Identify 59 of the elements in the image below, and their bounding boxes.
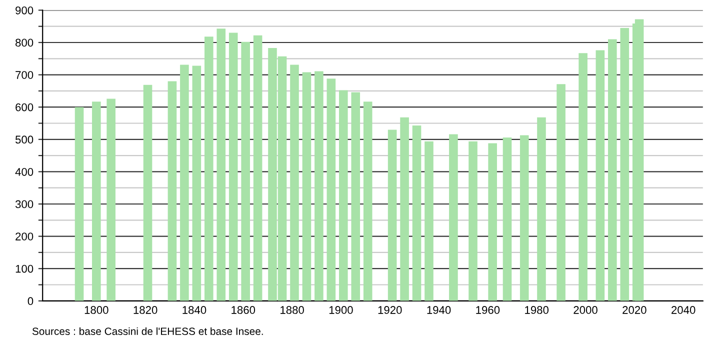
x-tick-label: 2020 xyxy=(622,306,646,314)
bar xyxy=(596,50,605,301)
bar xyxy=(290,64,299,301)
bar xyxy=(106,98,116,301)
x-tick-label: 1960 xyxy=(476,306,500,314)
bar xyxy=(302,72,312,301)
bar xyxy=(449,134,458,301)
bar xyxy=(578,53,588,301)
y-tick-label: 600 xyxy=(16,103,34,112)
bar xyxy=(400,117,409,301)
bar xyxy=(168,81,177,301)
y-tick-label: 800 xyxy=(16,38,34,47)
x-tick-label: 1800 xyxy=(84,306,108,314)
bar xyxy=(228,32,238,301)
bar xyxy=(502,137,512,301)
y-tick-label: 200 xyxy=(16,232,34,240)
bar xyxy=(537,117,546,301)
bar xyxy=(620,28,630,301)
bar xyxy=(216,28,226,301)
x-tick-label: 1940 xyxy=(427,306,451,314)
bar xyxy=(204,36,214,301)
y-tick-label: 0 xyxy=(28,297,34,306)
bar xyxy=(388,130,397,301)
y-tick-label: 900 xyxy=(16,6,34,14)
bar xyxy=(556,84,566,301)
x-tick-label: 1820 xyxy=(134,306,158,314)
x-tick-label: 1980 xyxy=(525,306,549,314)
bar xyxy=(314,71,324,301)
x-tick-label: 1880 xyxy=(280,306,304,314)
bar xyxy=(241,42,250,301)
bar xyxy=(468,141,478,301)
bar xyxy=(326,78,336,301)
x-tick-label: 1840 xyxy=(182,306,206,314)
bar xyxy=(608,39,617,301)
bar xyxy=(339,90,348,301)
bar xyxy=(634,19,644,301)
bar xyxy=(180,64,189,301)
x-tick-label: 1860 xyxy=(232,306,256,314)
x-tick-label: 1920 xyxy=(378,306,402,314)
bar xyxy=(363,102,372,301)
y-tick-label: 400 xyxy=(15,168,34,176)
y-tick-label: 700 xyxy=(16,71,34,79)
x-tick-label: 2000 xyxy=(574,306,598,314)
bar xyxy=(488,143,497,301)
y-tick-label: 300 xyxy=(15,200,34,208)
x-tick-label: 1900 xyxy=(329,306,353,314)
bar xyxy=(192,66,202,301)
source-note: Sources : base Cassini de l'EHESS et base Insee. xyxy=(32,327,263,336)
bar xyxy=(74,107,84,301)
bar xyxy=(351,92,360,301)
bar xyxy=(424,141,434,301)
bar xyxy=(92,102,101,301)
y-tick-label: 500 xyxy=(15,136,34,144)
bar xyxy=(253,35,262,301)
y-tick-label: 100 xyxy=(16,264,34,273)
x-tick-label: 2040 xyxy=(672,306,696,314)
bar xyxy=(143,84,152,301)
bar xyxy=(520,135,529,301)
bar xyxy=(412,126,422,301)
